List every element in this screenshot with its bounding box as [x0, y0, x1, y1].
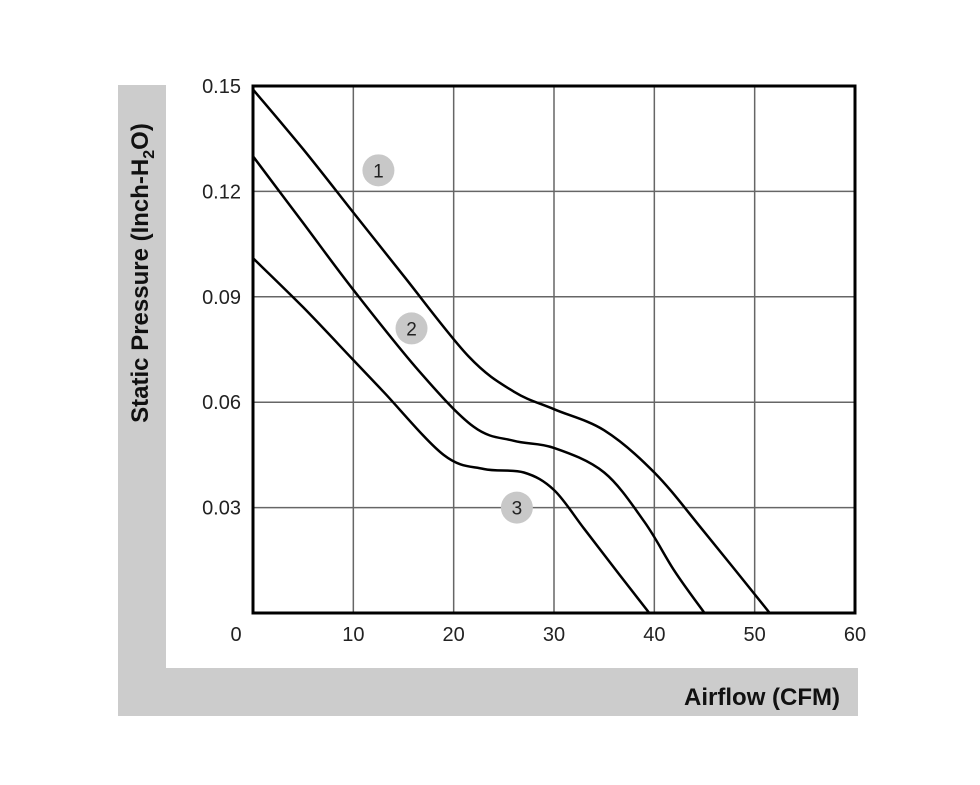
- x-tick-labels: 0 10 20 30 40 50 60: [230, 624, 866, 646]
- marker-circle: [500, 491, 533, 524]
- y-tick-label: 0.09: [202, 287, 241, 309]
- grid-lines: [253, 86, 855, 613]
- marker-circle: [395, 312, 428, 345]
- marker-label: 3: [512, 499, 523, 520]
- curve-marker-2: 2: [395, 312, 428, 345]
- y-tick-label: 0.12: [202, 181, 241, 203]
- x-tick-label: 40: [643, 624, 665, 646]
- y-tick-labels: 0.03 0.06 0.09 0.12 0.15: [202, 76, 241, 520]
- series-line-2: [251, 155, 706, 615]
- x-tick-label: 30: [543, 624, 565, 646]
- series-line-1: [251, 88, 771, 615]
- marker-circle: [362, 154, 395, 187]
- plot-frame: [251, 84, 857, 615]
- x-tick-label: 20: [443, 624, 465, 646]
- marker-label: 1: [373, 161, 384, 182]
- curve-markers: 1 2 3: [362, 154, 533, 524]
- x-tick-label: 60: [844, 624, 866, 646]
- marker-label: 2: [406, 319, 417, 340]
- y-tick-label: 0.03: [202, 498, 241, 520]
- curve-marker-3: 3: [500, 491, 533, 524]
- x-axis-title: Airflow (CFM): [684, 684, 840, 711]
- curve-marker-1: 1: [362, 154, 395, 187]
- y-axis-title: Static Pressure (Inch-H2O): [127, 123, 158, 423]
- x-tick-label: 10: [342, 624, 364, 646]
- series-curves: [251, 88, 771, 615]
- x-tick-label: 0: [230, 624, 241, 646]
- series-line-3: [251, 256, 651, 615]
- y-tick-label: 0.06: [202, 392, 241, 414]
- x-tick-label: 50: [744, 624, 766, 646]
- y-tick-label: 0.15: [202, 76, 241, 98]
